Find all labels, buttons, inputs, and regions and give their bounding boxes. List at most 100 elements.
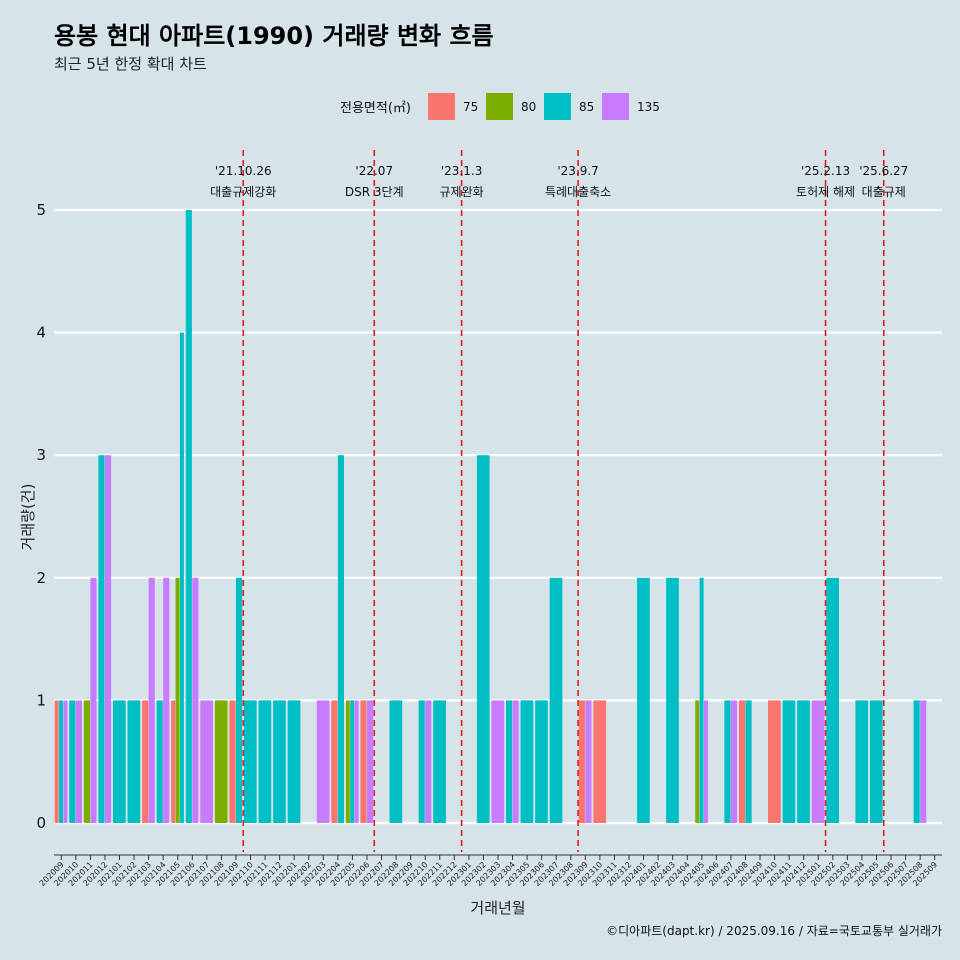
event-label: 대출규제강화 xyxy=(210,185,276,199)
bar-202203-135 xyxy=(316,700,330,823)
bar-202101-85 xyxy=(112,700,126,823)
legend-key-135 xyxy=(602,93,629,120)
legend-label-80: 80 xyxy=(521,100,536,114)
event-date: '25.6.27 xyxy=(859,164,908,178)
bar-202505-85 xyxy=(869,700,883,823)
legend-key-75 xyxy=(428,93,455,120)
bar-202310-75 xyxy=(593,700,607,823)
bar-202502-85 xyxy=(826,577,839,823)
bar-202009-135 xyxy=(63,700,68,823)
bar-202211-85 xyxy=(433,700,446,823)
bar-202111-85 xyxy=(258,700,272,823)
legend-label-85: 85 xyxy=(579,100,594,114)
bar-202302-85 xyxy=(476,455,490,823)
bar-202305-85 xyxy=(520,700,534,823)
bar-202407-85 xyxy=(724,700,731,823)
bar-202303-135 xyxy=(491,700,505,823)
event-label: 규제완화 xyxy=(440,185,484,199)
bar-202309-135 xyxy=(585,700,592,823)
bar-202403-85 xyxy=(666,577,679,823)
legend-label-75: 75 xyxy=(463,100,478,114)
event-date: '21.10.26 xyxy=(215,164,272,178)
caption: ©디아파트(dapt.kr) / 2025.09.16 / 자료=국토교통부 실… xyxy=(606,924,942,938)
bar-202102-85 xyxy=(127,700,141,823)
bar-202010-85 xyxy=(69,700,76,823)
bar-202109-85 xyxy=(235,577,243,823)
bar-202105-80 xyxy=(175,577,180,823)
bar-202205-85 xyxy=(350,700,355,823)
event-date: '25.2.13 xyxy=(801,164,850,178)
bar-202103-135 xyxy=(148,577,155,823)
x-axis-title: 거래년월 xyxy=(470,899,525,917)
bar-202104-85 xyxy=(156,700,163,823)
bar-202405-135 xyxy=(703,700,708,823)
bar-202405-80 xyxy=(695,700,700,823)
bar-202104-135 xyxy=(163,577,170,823)
legend: 전용면적(㎡) 75 80 85 135 xyxy=(340,93,660,120)
bar-202106-135 xyxy=(192,577,199,823)
bar-202210-85 xyxy=(418,700,425,823)
event-label: 토허제 해제 xyxy=(796,185,855,199)
bar-202407-135 xyxy=(730,700,738,823)
event-date: '23.1.3 xyxy=(441,164,482,178)
bar-202410-75 xyxy=(768,700,781,823)
bar-202103-75 xyxy=(142,700,149,823)
y-tick-label: 5 xyxy=(36,201,46,219)
bar-202108-80 xyxy=(214,700,228,823)
bar-202401-85 xyxy=(637,577,650,823)
bar-202012-85 xyxy=(98,455,105,823)
event-markers: '21.10.26 대출규제강화 '22.07 DSR 3단계 '23.1.3 규제완화 '… xyxy=(210,150,908,852)
bar-202304-85 xyxy=(506,700,513,823)
bar-202309-75 xyxy=(578,700,585,823)
bar-202208-85 xyxy=(389,700,403,823)
event-date: '22.07 xyxy=(355,164,393,178)
chart-subtitle: 최근 5년 한정 확대 차트 xyxy=(54,55,207,73)
bar-202206-135 xyxy=(366,700,374,823)
bar-202204-75 xyxy=(331,700,338,823)
bar-202105-75 xyxy=(171,700,176,823)
bar-202011-135 xyxy=(90,577,97,823)
bar-202011-80 xyxy=(83,700,90,823)
bar-202107-135 xyxy=(200,700,214,823)
legend-label-135: 135 xyxy=(637,100,660,114)
event-label: DSR 3단계 xyxy=(345,185,404,199)
bar-202009-75 xyxy=(54,700,59,823)
bar-202109-75 xyxy=(229,700,236,823)
bar-202304-135 xyxy=(512,700,519,823)
x-axis: 2020092020102020112020122021012021022021… xyxy=(38,854,942,888)
bar-202009-85 xyxy=(59,700,64,823)
y-tick-label: 2 xyxy=(36,569,46,587)
bar-202206-75 xyxy=(360,700,367,823)
y-axis-title: 거래량(건) xyxy=(19,484,37,551)
bar-202105-85 xyxy=(179,332,184,823)
legend-key-80 xyxy=(486,93,513,120)
y-tick-label: 0 xyxy=(36,814,46,832)
bars xyxy=(54,210,927,823)
bar-202306-85 xyxy=(535,700,548,823)
legend-key-85 xyxy=(544,93,571,120)
bar-202010-135 xyxy=(75,700,82,823)
event-label: 대출규제 xyxy=(862,185,906,199)
bar-202112-85 xyxy=(273,700,286,823)
bar-202501-135 xyxy=(811,700,825,823)
y-tick-label: 1 xyxy=(36,691,46,709)
bar-202508-135 xyxy=(920,700,927,823)
bar-202204-85 xyxy=(337,455,345,823)
bar-202205-135 xyxy=(354,700,359,823)
bar-202411-85 xyxy=(782,700,796,823)
bar-202012-135 xyxy=(104,455,112,823)
bar-202210-135 xyxy=(425,700,432,823)
event-date: '23.9.7 xyxy=(557,164,598,178)
bar-202408-85 xyxy=(745,700,752,823)
y-axis: 0 1 2 3 4 5 xyxy=(36,201,46,832)
event-label: 특례대출축소 xyxy=(545,185,611,199)
bar-202307-85 xyxy=(549,577,563,823)
bar-202106-85 xyxy=(185,210,192,823)
bar-202504-85 xyxy=(855,700,869,823)
y-tick-label: 3 xyxy=(36,446,46,464)
bar-202110-85 xyxy=(243,700,257,823)
legend-title: 전용면적(㎡) xyxy=(340,101,411,116)
bar-202205-80 xyxy=(345,700,350,823)
bar-202508-85 xyxy=(913,700,920,823)
